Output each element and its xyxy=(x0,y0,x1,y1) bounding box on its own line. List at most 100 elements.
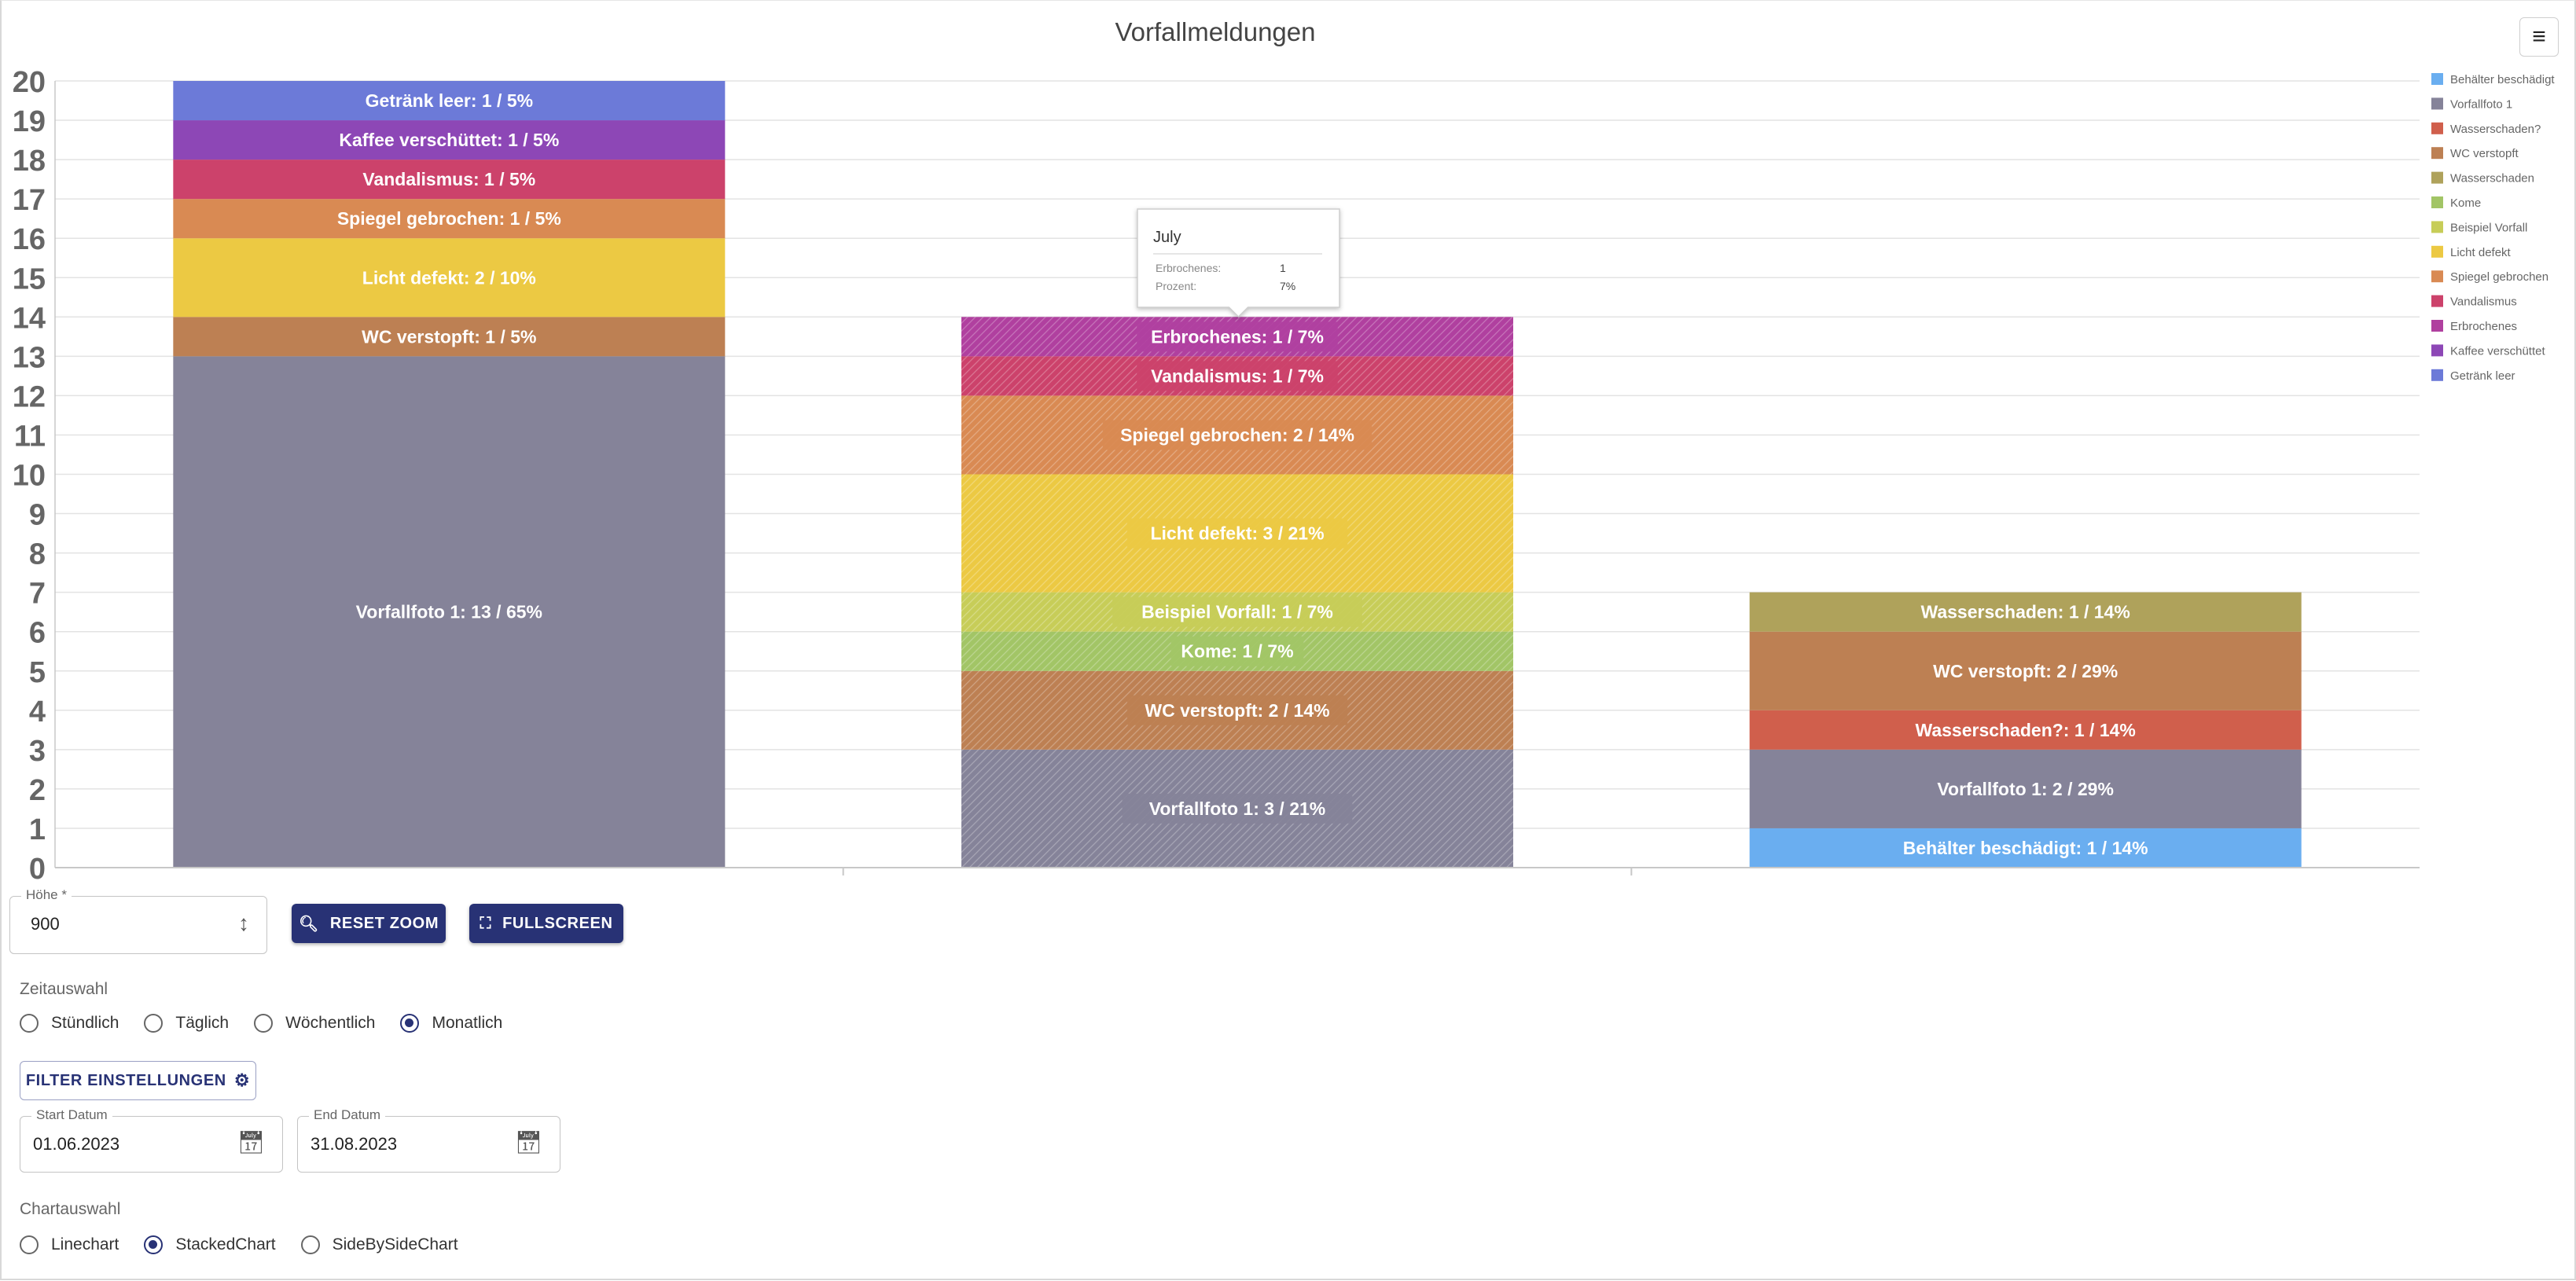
resize-vertical-icon[interactable]: ↕ xyxy=(238,911,249,935)
tooltip-title: July xyxy=(1153,229,1181,246)
y-tick-label: 6 xyxy=(29,617,46,650)
y-tick-label: 1 xyxy=(29,813,46,846)
legend-swatch[interactable] xyxy=(2431,344,2443,357)
data-label: Vorfallfoto 1: 3 / 21% xyxy=(1149,798,1326,819)
fullscreen-label: FULLSCREEN xyxy=(502,914,613,932)
bar-segment[interactable] xyxy=(173,317,726,357)
data-label: WC verstopft: 2 / 29% xyxy=(1933,661,2118,681)
y-tick-label: 9 xyxy=(29,499,46,532)
legend-swatch[interactable] xyxy=(2431,171,2443,184)
data-label-background xyxy=(1122,793,1353,824)
height-value: 900 xyxy=(31,914,60,934)
height-label: Höhe * xyxy=(21,887,72,903)
radio-stackedchart[interactable]: StackedChart xyxy=(144,1235,276,1254)
tooltip-row-label: Erbrochenes: xyxy=(1156,262,1221,274)
data-label: Spiegel gebrochen: 2 / 14% xyxy=(1120,424,1354,445)
radio-monthly[interactable]: Monatlich xyxy=(400,1014,502,1033)
fullscreen-icon: ⛶ xyxy=(480,914,492,932)
bar-segment[interactable] xyxy=(1749,631,2302,710)
time-section-title: Zeitauswahl xyxy=(20,980,108,998)
reset-zoom-button[interactable]: 🔍︎ RESET ZOOM xyxy=(292,904,446,943)
legend-swatch[interactable] xyxy=(2431,245,2443,258)
bar-segment[interactable] xyxy=(173,238,726,317)
y-tick-label: 12 xyxy=(13,380,46,413)
data-label: Vandalismus: 1 / 5% xyxy=(362,169,535,189)
radio-hourly[interactable]: Stündlich xyxy=(20,1014,119,1033)
y-tick-label: 17 xyxy=(13,184,46,217)
chart-menu-button[interactable]: ≡ xyxy=(2519,17,2559,57)
legend-swatch[interactable] xyxy=(2431,221,2443,233)
y-tick-label: 0 xyxy=(29,853,46,880)
radio-linechart[interactable]: Linechart xyxy=(20,1235,119,1254)
y-tick-label: 2 xyxy=(29,774,46,807)
tooltip-row-value: 1 xyxy=(1280,262,1286,274)
legend-swatch[interactable] xyxy=(2431,295,2443,307)
y-tick-label: 13 xyxy=(13,341,46,374)
legend-swatch[interactable] xyxy=(2431,320,2443,332)
calendar-icon[interactable]: 📅︎ xyxy=(514,1130,542,1154)
y-tick-label: 10 xyxy=(13,460,46,493)
legend-label[interactable]: Beispiel Vorfall xyxy=(2450,221,2527,234)
fullscreen-button[interactable]: ⛶ FULLSCREEN xyxy=(469,904,623,943)
legend-label[interactable]: Erbrochenes xyxy=(2450,320,2517,333)
bar-segment[interactable] xyxy=(1749,749,2302,828)
data-label-background xyxy=(1112,596,1362,627)
legend-label[interactable]: Vandalismus xyxy=(2450,295,2517,309)
legend-label[interactable]: Wasserschaden xyxy=(2450,172,2534,185)
legend-label[interactable]: Spiegel gebrochen xyxy=(2450,270,2548,284)
legend-swatch[interactable] xyxy=(2431,270,2443,283)
bar-segment[interactable] xyxy=(173,356,726,868)
data-label: Erbrochenes: 1 / 7% xyxy=(1151,326,1324,347)
data-label: WC verstopft: 1 / 5% xyxy=(362,326,536,347)
filter-settings-button[interactable]: FILTER EINSTELLUNGEN ⚙ xyxy=(20,1061,256,1100)
bar-segment[interactable] xyxy=(173,120,726,160)
legend-label[interactable]: Kaffee verschüttet xyxy=(2450,344,2545,358)
legend-label[interactable]: Licht defekt xyxy=(2450,246,2512,259)
data-label: Wasserschaden?: 1 / 14% xyxy=(1915,720,2135,740)
legend-label[interactable]: Wasserschaden? xyxy=(2450,123,2541,136)
height-field[interactable]: Höhe * 900 ↕ xyxy=(9,887,267,954)
data-label: Vandalismus: 1 / 7% xyxy=(1151,365,1324,386)
legend-swatch[interactable] xyxy=(2431,122,2443,134)
legend-swatch[interactable] xyxy=(2431,196,2443,208)
hamburger-icon: ≡ xyxy=(2532,24,2546,50)
stacked-bar-chart: Vorfallmeldungen Vorfallfoto 1: 13 / 65%… xyxy=(13,17,2556,880)
legend-label[interactable]: Behälter beschädigt xyxy=(2450,73,2555,86)
radio-weekly[interactable]: Wöchentlich xyxy=(254,1014,375,1033)
bar-segment[interactable] xyxy=(173,160,726,200)
legend-label[interactable]: WC verstopft xyxy=(2450,147,2519,160)
data-label: Vorfallfoto 1: 2 / 29% xyxy=(1937,779,2114,799)
data-label-background xyxy=(1137,361,1338,391)
data-label: Beispiel Vorfall: 1 / 7% xyxy=(1141,602,1333,622)
data-label: Vorfallfoto 1: 13 / 65% xyxy=(356,602,542,622)
bar-segment[interactable] xyxy=(1749,710,2302,750)
legend-swatch[interactable] xyxy=(2431,97,2443,110)
legend-label[interactable]: Getränk leer xyxy=(2450,369,2515,383)
legend-label[interactable]: Vorfallfoto 1 xyxy=(2450,97,2512,111)
legend-swatch[interactable] xyxy=(2431,369,2443,381)
data-label-background xyxy=(1170,636,1304,666)
reset-zoom-label: RESET ZOOM xyxy=(329,914,439,932)
legend-swatch[interactable] xyxy=(2431,147,2443,160)
start-date-field[interactable]: Start Datum 01.06.2023 📅︎ xyxy=(20,1107,283,1173)
end-date-field[interactable]: End Datum 31.08.2023 📅︎ xyxy=(297,1107,560,1173)
search-icon: 🔍︎ xyxy=(298,915,319,933)
calendar-icon[interactable]: 📅︎ xyxy=(237,1130,265,1154)
data-label-background xyxy=(1137,321,1338,352)
chart-title: Vorfallmeldungen xyxy=(1115,17,1315,46)
bar-segment[interactable] xyxy=(173,81,726,121)
y-tick-label: 8 xyxy=(29,538,46,571)
y-tick-label: 19 xyxy=(13,105,46,138)
start-date-label: Start Datum xyxy=(31,1107,112,1123)
legend-label[interactable]: Kome xyxy=(2450,196,2481,210)
filter-settings-label: FILTER EINSTELLUNGEN xyxy=(25,1071,226,1089)
y-tick-label: 11 xyxy=(14,420,46,453)
bar-segment[interactable] xyxy=(1749,592,2302,632)
radio-sidebysidechart[interactable]: SideBySideChart xyxy=(300,1235,458,1254)
legend-swatch[interactable] xyxy=(2431,73,2443,85)
radio-daily[interactable]: Täglich xyxy=(144,1014,229,1033)
y-tick-label: 5 xyxy=(29,656,46,689)
bar-segment[interactable] xyxy=(173,199,726,239)
bar-segment[interactable] xyxy=(1749,828,2302,868)
